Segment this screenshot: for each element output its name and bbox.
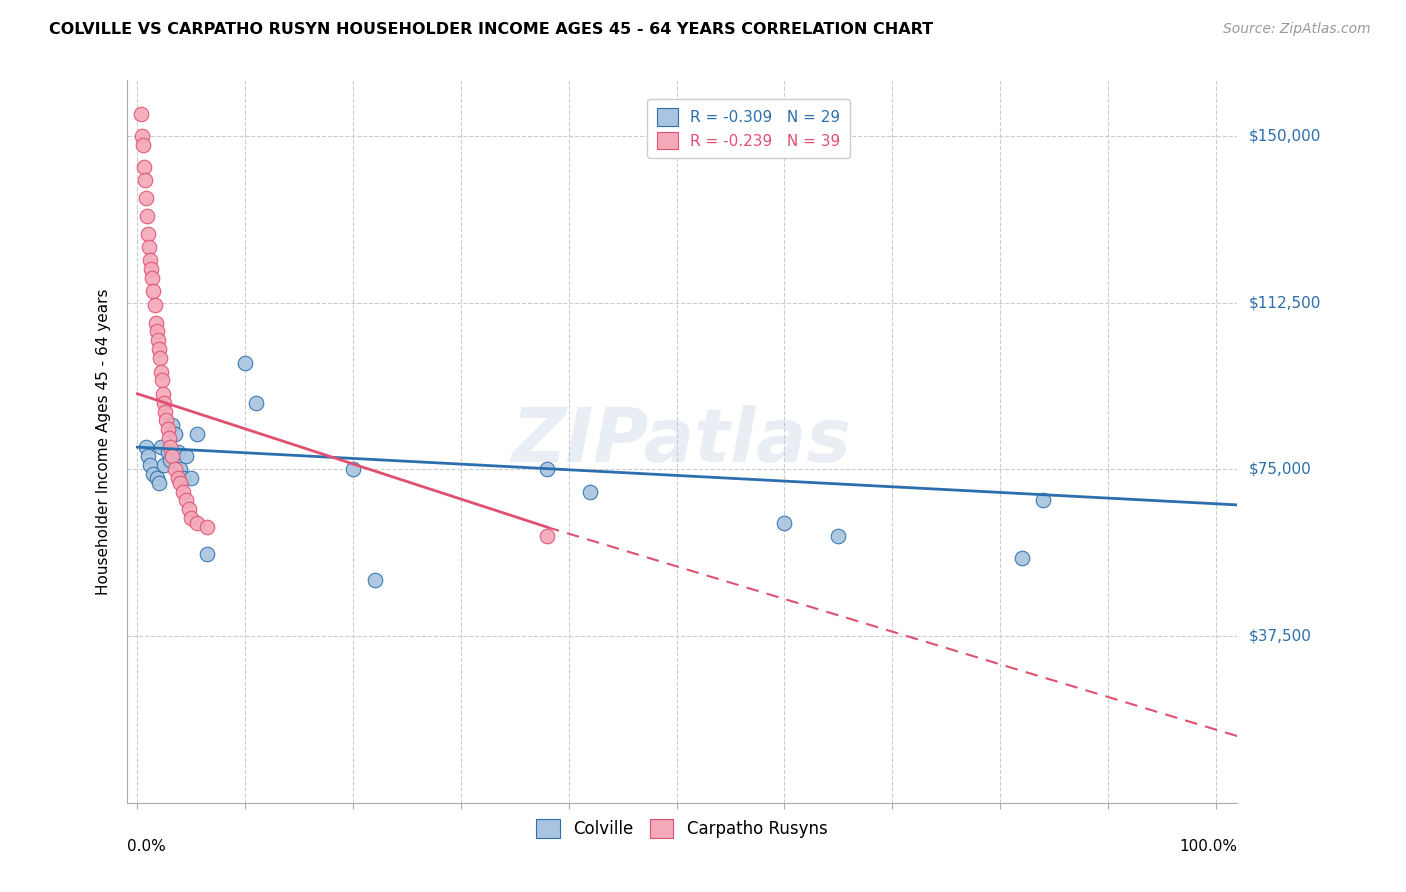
Legend: Colville, Carpatho Rusyns: Colville, Carpatho Rusyns — [530, 813, 834, 845]
Point — [169, 462, 191, 476]
Point — [174, 493, 197, 508]
Point — [579, 484, 602, 499]
Point — [174, 449, 197, 463]
Point — [155, 413, 177, 427]
Point — [136, 449, 159, 463]
Point — [149, 351, 172, 366]
Point — [150, 364, 173, 378]
Point — [135, 440, 157, 454]
Point — [186, 426, 208, 441]
Point — [169, 475, 191, 490]
Point — [131, 128, 153, 143]
Point — [145, 325, 167, 339]
Point — [156, 444, 179, 458]
Point — [245, 395, 267, 409]
Point — [153, 458, 176, 472]
Point — [159, 453, 181, 467]
Point — [141, 262, 163, 277]
Point — [136, 227, 159, 241]
Point — [150, 373, 173, 387]
Point — [165, 462, 187, 476]
Point — [153, 395, 176, 409]
Point — [152, 386, 174, 401]
Point — [186, 516, 208, 530]
Point — [141, 271, 163, 285]
Point — [146, 334, 169, 348]
Point — [156, 422, 179, 436]
Point — [145, 471, 167, 485]
Point — [827, 529, 849, 543]
Point — [172, 484, 194, 499]
Point — [155, 404, 177, 418]
Point — [160, 449, 183, 463]
Point — [233, 356, 256, 370]
Point — [150, 440, 173, 454]
Point — [167, 471, 190, 485]
Point — [136, 209, 159, 223]
Text: $37,500: $37,500 — [1249, 629, 1312, 643]
Point — [139, 458, 162, 472]
Point — [363, 574, 385, 588]
Point — [197, 520, 219, 534]
Point — [142, 285, 165, 299]
Text: 0.0%: 0.0% — [127, 838, 166, 854]
Point — [129, 106, 152, 120]
Point — [1011, 551, 1033, 566]
Point — [135, 191, 157, 205]
Point — [1032, 493, 1054, 508]
Text: COLVILLE VS CARPATHO RUSYN HOUSEHOLDER INCOME AGES 45 - 64 YEARS CORRELATION CHA: COLVILLE VS CARPATHO RUSYN HOUSEHOLDER I… — [49, 22, 934, 37]
Point — [132, 160, 155, 174]
Point — [148, 475, 170, 490]
Point — [148, 343, 170, 357]
Point — [143, 298, 166, 312]
Point — [145, 316, 167, 330]
Point — [172, 471, 194, 485]
Point — [177, 502, 200, 516]
Point — [536, 462, 558, 476]
Point — [142, 467, 165, 481]
Text: $112,500: $112,500 — [1249, 295, 1320, 310]
Point — [132, 137, 155, 152]
Point — [139, 253, 162, 268]
Point — [180, 471, 202, 485]
Point — [773, 516, 796, 530]
Point — [342, 462, 364, 476]
Point — [159, 440, 181, 454]
Point — [197, 547, 219, 561]
Point — [165, 426, 187, 441]
Point — [167, 444, 190, 458]
Y-axis label: Householder Income Ages 45 - 64 years: Householder Income Ages 45 - 64 years — [96, 288, 111, 595]
Point — [138, 240, 160, 254]
Text: Source: ZipAtlas.com: Source: ZipAtlas.com — [1223, 22, 1371, 37]
Text: $150,000: $150,000 — [1249, 128, 1320, 144]
Text: $75,000: $75,000 — [1249, 462, 1312, 477]
Text: 100.0%: 100.0% — [1180, 838, 1237, 854]
Text: ZIPatlas: ZIPatlas — [512, 405, 852, 478]
Point — [180, 511, 202, 525]
Point — [134, 173, 156, 187]
Point — [160, 417, 183, 432]
Point — [157, 431, 180, 445]
Point — [536, 529, 558, 543]
